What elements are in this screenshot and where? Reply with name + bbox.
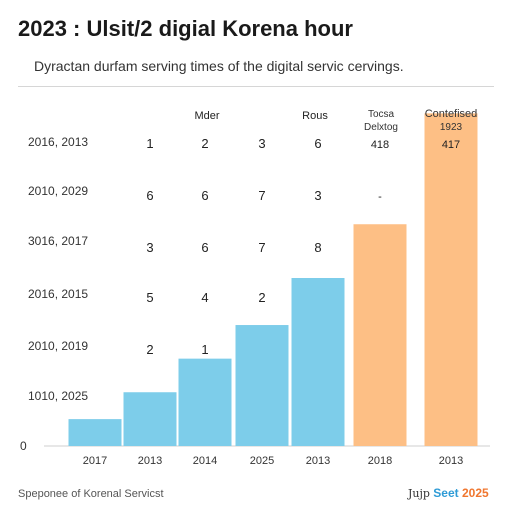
footer-brand: Jujp Seet 2025	[408, 486, 489, 500]
grid-value: 1	[146, 136, 153, 151]
grid-value: 2	[201, 136, 208, 151]
column-header: Rous	[302, 110, 328, 122]
bar-1-1	[68, 419, 122, 446]
grid-value: -	[378, 191, 382, 203]
row-label: 2016, 2015	[28, 287, 88, 301]
row-label: 2016, 2013	[28, 135, 88, 149]
x-tick-label: 2025	[250, 455, 274, 467]
grid-value: 417	[442, 139, 460, 151]
footer-brand-c: 2025	[462, 486, 489, 500]
grid-value: 6	[201, 188, 208, 203]
grid-value: 7	[258, 240, 265, 255]
row-label: 1010, 2025	[28, 389, 88, 403]
chart-subtitle: Dyractan durfam serving times of the dig…	[34, 58, 404, 74]
grid-value: 3	[146, 240, 153, 255]
row-label: 2010, 2019	[28, 339, 88, 353]
bar-1-3	[178, 358, 232, 446]
bar-1-2	[123, 392, 177, 446]
chart-title: 2023 : Ulsit/2 digial Korena hour	[18, 16, 353, 41]
grid-value: 3	[314, 188, 321, 203]
x-tick-label: 2013	[306, 455, 330, 467]
grid-value: 7	[258, 188, 265, 203]
column-header: Contefised	[425, 108, 478, 120]
bar-2-6	[353, 224, 407, 446]
bar-1-4	[235, 325, 289, 446]
footer-brand-a: Jujp	[408, 487, 430, 500]
grid-value: 2	[258, 290, 265, 305]
x-tick-label: 2014	[193, 455, 217, 467]
column-header: 1923	[440, 122, 463, 133]
grid-value: 6	[201, 240, 208, 255]
grid-value: 6	[146, 188, 153, 203]
footer-source: Speponee of Korenal Servicst	[18, 488, 164, 500]
grid-value: 5	[146, 290, 153, 305]
row-label: 2010, 2029	[28, 184, 88, 198]
grid-value: 3	[258, 136, 265, 151]
grid-value: 8	[314, 240, 321, 255]
row-label: 3016, 2017	[28, 234, 88, 248]
footer-brand-b: Seet	[433, 486, 459, 500]
grid-value: 418	[371, 139, 389, 151]
column-header: Delxtog	[364, 122, 398, 133]
column-header: Mder	[194, 110, 219, 122]
bar-2-7	[424, 113, 478, 447]
y-tick-label: 0	[20, 439, 27, 453]
x-tick-label: 2013	[439, 455, 463, 467]
x-tick-label: 2018	[368, 455, 392, 467]
grid-value: 2	[146, 342, 153, 357]
grid-value: 4	[201, 290, 208, 305]
x-tick-label: 2013	[138, 455, 162, 467]
title-divider	[18, 86, 494, 87]
bar-1-5	[291, 278, 345, 446]
grid-value: 6	[314, 136, 321, 151]
x-tick-label: 2017	[83, 455, 107, 467]
grid-value: 1	[201, 342, 208, 357]
column-header: Tocsa	[368, 109, 395, 120]
